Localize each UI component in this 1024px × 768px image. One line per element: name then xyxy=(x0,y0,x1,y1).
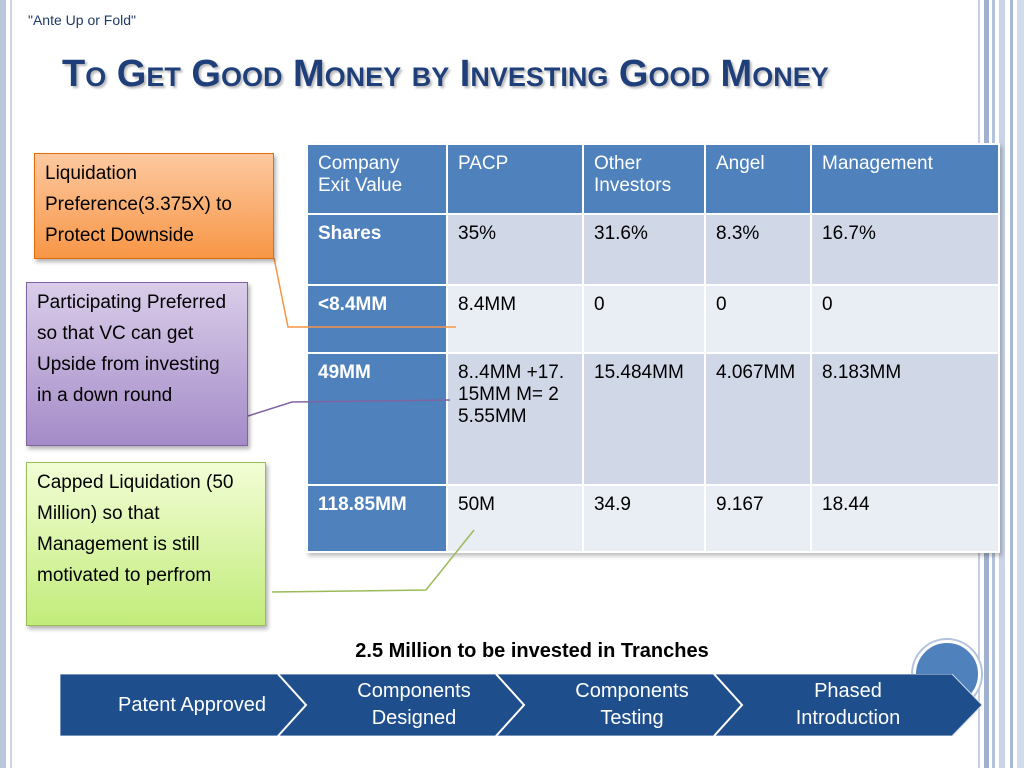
table-row: <8.4MM 8.4MM 0 0 0 xyxy=(306,284,1000,354)
table-row: 118.85MM 50M 34.9 9.167 18.44 xyxy=(306,484,1000,553)
table-cell: 50M xyxy=(446,484,584,553)
tranche-process-chevron: Patent Approved Components Designed Comp… xyxy=(60,674,982,736)
exit-value-table: Company Exit Value PACP Other Investors … xyxy=(306,143,1000,553)
right-frame-stripe xyxy=(999,0,1005,768)
table-cell: 9.167 xyxy=(704,484,812,553)
table-cell: 34.9 xyxy=(582,484,706,553)
table-row: 49MM 8..4MM +17.15MM M= 25.55MM 15.484MM… xyxy=(306,352,1000,486)
liquidation-connector-line xyxy=(273,257,456,328)
row-header-cell: <8.4MM xyxy=(306,284,448,354)
row-header-cell: 118.85MM xyxy=(306,484,448,553)
table-cell: 15.484MM xyxy=(582,352,706,486)
left-frame-line xyxy=(10,0,12,768)
table-header-row: Company Exit Value PACP Other Investors … xyxy=(306,143,1000,215)
step-components-testing: Components Testing xyxy=(575,680,689,729)
liquidation-preference-callout: Liquidation Preference(3.375X) to Protec… xyxy=(34,153,274,259)
table-header-cell: Company Exit Value xyxy=(306,143,448,215)
table-cell: 18.44 xyxy=(810,484,1000,553)
participating-connector-line xyxy=(247,399,451,417)
table-cell: 4.067MM xyxy=(704,352,812,486)
table-cell: 0 xyxy=(582,284,706,354)
step-phased-introduction: Phased Introduction xyxy=(795,680,901,729)
slide-title: To Get Good Money by Investing Good Mone… xyxy=(62,53,829,95)
right-frame-stripe xyxy=(1010,0,1013,768)
table-cell: 35% xyxy=(446,213,584,286)
right-frame-stripe xyxy=(1017,0,1024,768)
participating-preferred-callout: Participating Preferred so that VC can g… xyxy=(26,282,248,446)
table-cell: 0 xyxy=(704,284,812,354)
step-patent-approved: Patent Approved xyxy=(118,693,266,716)
capped-liquidation-callout: Capped Liquidation (50 Million) so that … xyxy=(26,462,266,626)
table-cell: 8.3% xyxy=(704,213,812,286)
process-band xyxy=(60,674,982,736)
capped-connector-line xyxy=(271,529,475,593)
table-header-cell: Angel xyxy=(704,143,812,215)
table-cell: 8..4MM +17.15MM M= 25.55MM xyxy=(446,352,584,486)
tranche-title: 2.5 Million to be invested in Tranches xyxy=(355,640,709,662)
table-cell: 0 xyxy=(810,284,1000,354)
row-header-cell: Shares xyxy=(306,213,448,286)
table-cell: 31.6% xyxy=(582,213,706,286)
table-header-cell: Other Investors xyxy=(582,143,706,215)
table-cell: 8.183MM xyxy=(810,352,1000,486)
table-row: Shares 35% 31.6% 8.3% 16.7% xyxy=(306,213,1000,286)
step-components-designed: Components Designed xyxy=(357,680,471,729)
row-header-cell: 49MM xyxy=(306,352,448,486)
table-header-cell: Management xyxy=(810,143,1000,215)
table-header-cell: PACP xyxy=(446,143,584,215)
left-frame-bar xyxy=(0,0,6,768)
table-cell: 8.4MM xyxy=(446,284,584,354)
slide-header-label: "Ante Up or Fold" xyxy=(28,12,136,28)
table-cell: 16.7% xyxy=(810,213,1000,286)
